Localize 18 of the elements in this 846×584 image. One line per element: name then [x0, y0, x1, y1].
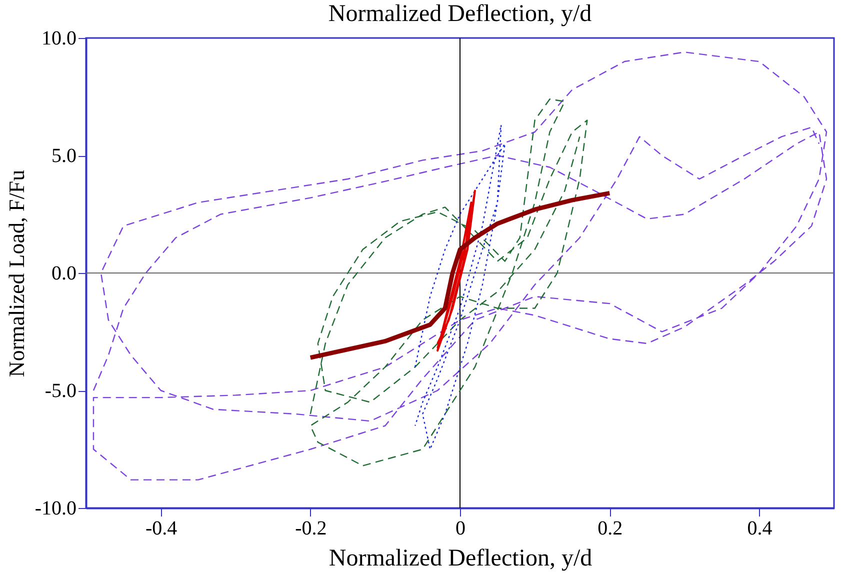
- y-tick-label: 5.0: [52, 145, 76, 167]
- x-tick-label: 0.4: [747, 518, 772, 540]
- y-tick-label: -5.0: [44, 380, 76, 402]
- y-tick-label: -10.0: [34, 498, 76, 520]
- y-axis-title: Normalized Load, F/Fu: [4, 170, 29, 378]
- line-series: [310, 98, 588, 466]
- x-tick-label: -0.4: [145, 518, 178, 540]
- y-tick-label: 0.0: [52, 262, 76, 284]
- x2-axis-title: Normalized Deflection, y/d: [328, 1, 592, 27]
- line-series: [436, 190, 476, 352]
- x-axis-title: Normalized Deflection, y/d: [328, 546, 592, 572]
- x-tick-label: -0.2: [295, 518, 327, 540]
- x-tick-label: 0: [456, 518, 466, 540]
- line-series: [92, 52, 828, 480]
- line-series: [308, 190, 612, 360]
- y-tick-label: 10.0: [42, 28, 76, 50]
- line-series: [414, 124, 506, 450]
- x-tick-label: 0.2: [598, 518, 623, 540]
